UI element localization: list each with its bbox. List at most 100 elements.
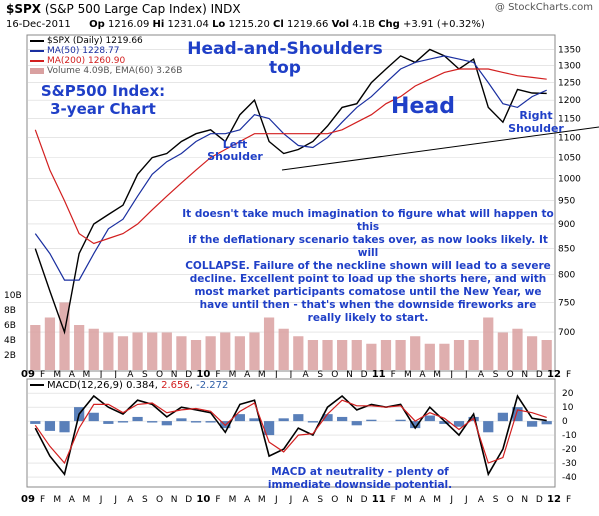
macd-histogram-bar	[541, 421, 552, 425]
x-tick-label: 12	[547, 369, 561, 378]
volume-axis: 10B 8B 6B 4B 2B	[4, 291, 22, 361]
x-tick-label: S	[317, 370, 323, 378]
volume-bar	[410, 336, 421, 370]
volume-bar	[205, 336, 216, 370]
macd-histogram-bar	[424, 415, 435, 422]
high-value: 1231.04	[167, 19, 209, 30]
price-tick-label: 1100	[558, 134, 581, 144]
left-shoulder-label: Left Shoulder	[207, 138, 263, 163]
macd-histogram-bar	[132, 416, 143, 422]
volume-bar	[395, 340, 406, 370]
x-tick-label: A	[419, 495, 426, 505]
x-tick-label: S	[142, 370, 148, 378]
volume-bar	[497, 332, 508, 370]
x-tick-label: M	[433, 495, 441, 505]
volume-tick-label: 10B	[4, 291, 22, 301]
volume-tick-label: 8B	[4, 306, 16, 316]
signal-line	[34, 399, 547, 465]
macd-histogram-bar	[439, 421, 450, 424]
x-tick-label: A	[244, 370, 251, 378]
volume-bar	[44, 317, 56, 370]
exchange: INDX	[210, 2, 241, 16]
volume-bar	[322, 340, 333, 370]
x-tick-label: S	[493, 370, 499, 378]
x-tick-label: N	[171, 370, 178, 378]
macd-histogram-bar	[278, 418, 289, 422]
x-tick-label: O	[156, 495, 163, 505]
pattern-title: Head-and-Shoulders top	[187, 39, 383, 78]
ticker-title: $SPX (S&P 500 Large Cap Index) INDX	[6, 2, 241, 16]
x-tick-label: J	[289, 495, 293, 505]
open-value: 1216.09	[107, 19, 150, 30]
volume-bar	[307, 340, 319, 370]
chart-title: S&P500 Index: 3-year Chart	[40, 82, 166, 118]
macd-histogram-bar	[307, 421, 319, 423]
x-tick-label: M	[83, 370, 91, 378]
macd-tick-label: -30	[562, 459, 577, 469]
legend-ma200: MA(200) 1260.90	[30, 56, 182, 66]
x-tick-label: J	[113, 495, 117, 505]
x-tick-label: J	[449, 495, 453, 505]
macd-histogram-bar	[59, 421, 70, 433]
price-tick-label: 950	[558, 197, 575, 207]
volume-bar	[424, 343, 435, 370]
x-tick-label: M	[53, 370, 61, 378]
x-tick-label: A	[69, 495, 76, 505]
x-tick-label: M	[53, 495, 61, 505]
price-tick-label: 750	[558, 298, 575, 308]
x-tick-label: M	[433, 370, 441, 378]
x-tick-label: 10	[196, 494, 210, 505]
macd-panel-frame	[26, 378, 556, 488]
macd-axis: 20 10 0 -10 -20 -30 -40	[562, 389, 577, 483]
x-tick-label: A	[127, 370, 134, 378]
macd-tick-label: 0	[562, 417, 568, 427]
x-tick-label: J	[99, 495, 103, 505]
price-tick-label: 1050	[558, 154, 581, 164]
x-tick-label: O	[507, 370, 514, 378]
price-chart: 700 750 800 850 900 950 1000 1050 1100 1150 1200 12…	[4, 34, 599, 378]
right-shoulder-label: Right Shoulder	[508, 109, 564, 135]
x-tick-label: J	[464, 495, 468, 505]
x-tick-label: N	[346, 495, 353, 505]
x-tick-label: A	[69, 370, 76, 378]
ma200-line	[34, 68, 547, 245]
volume-bar	[234, 336, 245, 370]
macd-series	[34, 394, 547, 477]
macd-histogram-bar	[176, 418, 187, 422]
x-tick-label: M	[404, 370, 412, 378]
volume-bar	[337, 340, 348, 370]
x-axis: 09 F M A M J J A S O N D 10 F M A M J J A S O N D 11 F M A M J J A S O N D 1…	[21, 369, 571, 378]
legend-price: $SPX (Daily) 1219.66	[30, 36, 182, 46]
macd-histogram-bar	[483, 421, 494, 433]
legend-ma50: MA(50) 1228.77	[30, 46, 182, 56]
volume-bar	[249, 332, 260, 370]
macd-legend: MACD(12,26,9) 0.384, 2.656, -2.272	[30, 381, 228, 391]
x-tick-label: S	[317, 495, 323, 505]
macd-histogram-bar	[410, 421, 421, 429]
macd-histogram-bar	[337, 416, 348, 422]
volume-bar	[161, 332, 172, 370]
x-tick-label: 09	[21, 369, 35, 378]
x-tick-label: J	[449, 370, 453, 378]
macd-histogram-bar	[234, 414, 245, 422]
volume-bars	[30, 302, 552, 370]
volume-bar	[512, 328, 523, 370]
x-tick-label: M	[258, 495, 266, 505]
macd-tick-label: -20	[562, 445, 577, 455]
change-value: +3.91 (+0.32%)	[403, 19, 485, 30]
index-name: (S&P 500 Large Cap Index)	[44, 2, 207, 16]
x-tick-label: 12	[547, 494, 561, 505]
x-tick-label: D	[361, 370, 368, 378]
volume-bar	[439, 343, 450, 370]
price-tick-label: 1250	[558, 79, 581, 89]
quote-line: 16-Dec-2011 Op 1216.09 Hi 1231.04 Lo 121…	[6, 19, 485, 30]
macd-histogram-bar	[190, 421, 202, 423]
price-tick-label: 1000	[558, 175, 581, 185]
macd-grid	[28, 392, 554, 478]
volume-bar	[30, 325, 41, 370]
x-tick-label: A	[303, 495, 310, 505]
price-tick-label: 900	[558, 220, 575, 230]
volume-bar	[541, 340, 552, 370]
price-tick-label: 1350	[558, 45, 581, 55]
macd-histogram-bar	[351, 421, 362, 426]
